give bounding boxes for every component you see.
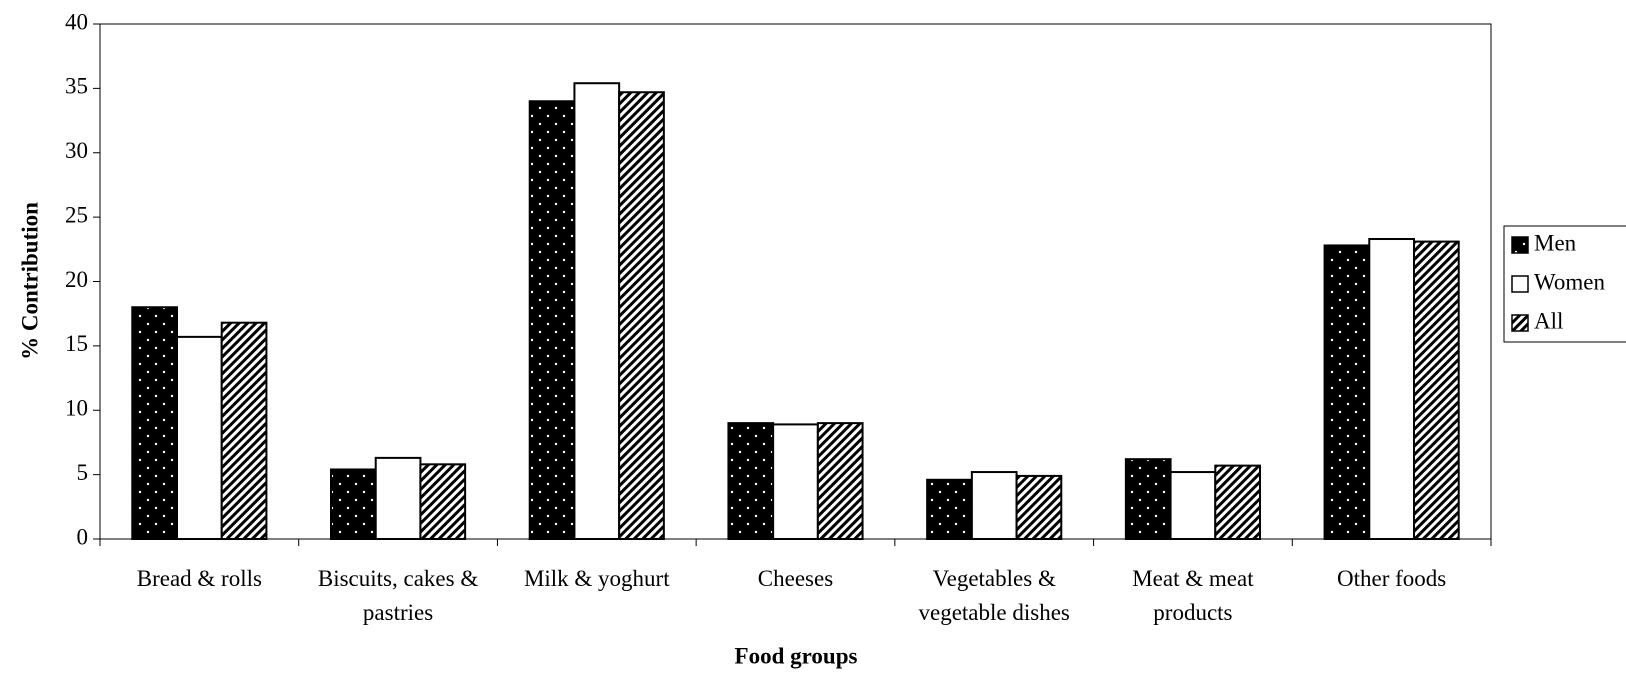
legend-label: Men [1534,230,1577,255]
bar [419,463,467,541]
legend-swatch [1511,236,1529,254]
bar [1214,464,1261,540]
y-tick-label: 25 [65,202,88,227]
x-tick-label: Other foods [1337,566,1447,591]
legend-label: All [1534,308,1563,333]
y-tick-label: 10 [65,396,88,421]
y-tick-label: 20 [65,267,88,292]
y-tick-label: 0 [77,524,89,549]
bar [528,100,576,540]
legend-swatch [1511,275,1529,293]
legend-label: Women [1534,269,1605,294]
x-tick-label: Vegetables & vegetable dishes [918,566,1070,625]
bar [618,91,665,541]
bar [131,306,179,540]
bar [573,82,621,540]
bar [1412,240,1460,540]
y-tick-label: 5 [77,460,89,485]
bar [220,321,268,541]
bar [1368,238,1415,540]
x-tick-label: Milk & yoghurt [523,566,670,591]
y-tick-label: 15 [65,331,88,356]
bar [176,335,223,540]
y-axis-title: % Contribution [17,202,42,360]
bar [772,423,819,541]
bar [374,456,422,541]
x-tick-label: Biscuits, cakes & pastries [317,566,479,625]
x-axis-title: Food groups [735,643,858,668]
bar [1323,244,1371,540]
legend-swatch [1511,314,1529,332]
bar [727,422,775,540]
bar [330,468,377,541]
bar [1015,474,1063,541]
y-tick-label: 40 [65,9,88,34]
bar [970,471,1018,540]
x-tick-label: Cheeses [757,566,834,591]
bar [1124,458,1172,540]
x-tick-label: Bread & rolls [136,566,262,591]
y-tick-label: 30 [65,138,88,163]
x-tick-label: Meat & meat products [1132,566,1254,625]
bar [816,422,864,540]
bar [926,478,973,540]
y-tick-label: 35 [65,74,88,99]
bar [1169,471,1217,540]
